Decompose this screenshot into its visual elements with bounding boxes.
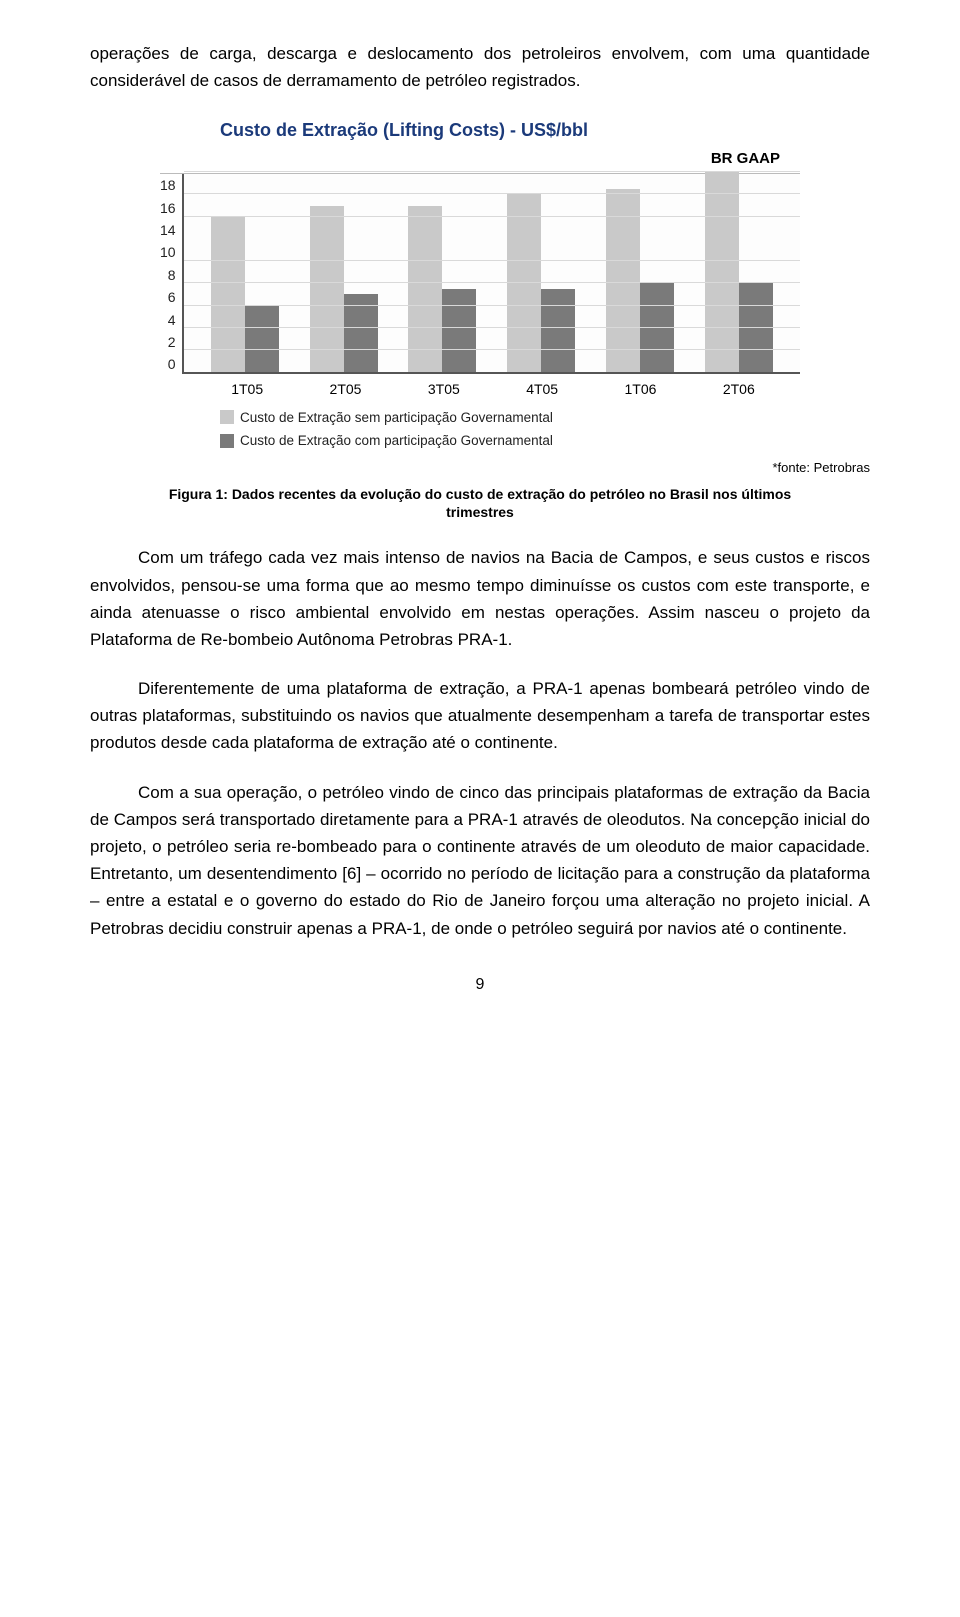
- gridline: [184, 171, 800, 172]
- x-tick-label: 3T05: [428, 378, 460, 400]
- gridline: [184, 305, 800, 306]
- page-number: 9: [90, 972, 870, 998]
- chart-title: Custo de Extração (Lifting Costs) - US$/…: [160, 116, 800, 145]
- y-tick-label: 14: [160, 219, 176, 241]
- legend-item-com: Custo de Extração com participação Gover…: [220, 430, 800, 452]
- chart-plot-area: [182, 174, 800, 374]
- chart-bars-container: [184, 174, 800, 372]
- x-tick-label: 2T06: [723, 378, 755, 400]
- y-tick-label: 4: [168, 309, 176, 331]
- gridline: [184, 216, 800, 217]
- chart-subtitle: BR GAAP: [160, 147, 800, 171]
- bar-com: [739, 283, 773, 372]
- bar-group: [705, 172, 773, 372]
- y-tick-label: 0: [168, 353, 176, 375]
- legend-swatch-sem: [220, 410, 234, 424]
- bar-com: [344, 294, 378, 372]
- bar-com: [541, 289, 575, 372]
- bar-sem: [705, 172, 739, 372]
- gridline: [184, 282, 800, 283]
- figure-caption: Figura 1: Dados recentes da evolução do …: [150, 485, 810, 523]
- bar-sem: [310, 206, 344, 373]
- paragraph-1: operações de carga, descarga e deslocame…: [90, 40, 870, 94]
- y-tick-label: 16: [160, 197, 176, 219]
- paragraph-3: Diferentemente de uma plataforma de extr…: [90, 675, 870, 757]
- y-tick-label: 10: [160, 241, 176, 263]
- bar-group: [310, 206, 378, 373]
- paragraph-4: Com a sua operação, o petróleo vindo de …: [90, 779, 870, 942]
- paragraph-2: Com um tráfego cada vez mais intenso de …: [90, 544, 870, 653]
- legend-swatch-com: [220, 434, 234, 448]
- bar-group: [408, 206, 476, 373]
- gridline: [184, 349, 800, 350]
- gridline: [184, 327, 800, 328]
- y-tick-label: 18: [160, 174, 176, 196]
- chart-y-axis: 1816141086420: [160, 174, 182, 374]
- bar-com: [640, 283, 674, 372]
- gridline: [184, 260, 800, 261]
- legend-label-com: Custo de Extração com participação Gover…: [240, 430, 553, 452]
- x-tick-label: 1T06: [625, 378, 657, 400]
- chart-legend: Custo de Extração sem participação Gover…: [160, 407, 800, 452]
- y-tick-label: 8: [168, 264, 176, 286]
- x-tick-label: 2T05: [330, 378, 362, 400]
- gridline: [184, 193, 800, 194]
- y-tick-label: 2: [168, 331, 176, 353]
- y-tick-label: 6: [168, 286, 176, 308]
- chart-x-axis: 1T05 2T05 3T05 4T05 1T06 2T06: [160, 374, 800, 400]
- bar-com: [442, 289, 476, 372]
- x-tick-label: 4T05: [526, 378, 558, 400]
- source-note: *fonte: Petrobras: [90, 458, 870, 479]
- lifting-costs-chart: Custo de Extração (Lifting Costs) - US$/…: [160, 116, 800, 451]
- legend-label-sem: Custo de Extração sem participação Gover…: [240, 407, 553, 429]
- legend-item-sem: Custo de Extração sem participação Gover…: [220, 407, 800, 429]
- bar-com: [245, 306, 279, 373]
- bar-sem: [408, 206, 442, 373]
- x-tick-label: 1T05: [231, 378, 263, 400]
